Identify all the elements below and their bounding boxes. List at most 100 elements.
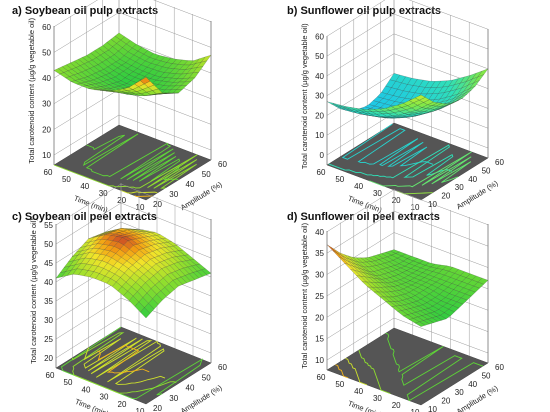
z-tick-label: 30 xyxy=(315,92,324,101)
gridline-z-left xyxy=(326,232,395,275)
gridline-z-left xyxy=(326,13,395,57)
amplitude-tick-label: 60 xyxy=(218,160,227,169)
time-tick-label: 40 xyxy=(354,182,363,191)
floor-contours xyxy=(53,133,198,197)
gridline-z-right xyxy=(393,189,489,225)
time-tick-label: 50 xyxy=(335,175,344,184)
amplitude-tick-label: 50 xyxy=(202,170,211,179)
time-axis-ticks: 60 50 40 30 20 10 xyxy=(317,373,420,412)
gridline-z-right xyxy=(120,202,212,240)
amplitude-tick-label: 40 xyxy=(186,180,195,189)
time-tick-label: 60 xyxy=(317,168,326,177)
surface-patch xyxy=(326,244,338,254)
z-tick-label: 55 xyxy=(44,221,53,230)
amplitude-tick-label: 20 xyxy=(441,397,450,406)
amplitude-tick-label: 50 xyxy=(482,166,491,175)
amplitude-tick-label: 10 xyxy=(428,405,437,412)
floor-contours xyxy=(60,326,203,400)
contour-line xyxy=(120,189,158,194)
z-tick-label: 20 xyxy=(44,354,53,363)
gridline-z-left xyxy=(326,53,395,96)
gridline-z-right xyxy=(120,316,212,354)
time-tick-label: 60 xyxy=(317,373,326,382)
time-tick-label: 50 xyxy=(62,175,71,184)
response-surface xyxy=(55,228,212,319)
z-tick-label: 50 xyxy=(44,240,53,249)
contour-line xyxy=(53,154,198,189)
amplitude-tick-label: 40 xyxy=(468,175,477,184)
gridline-z-right xyxy=(118,114,212,151)
z-tick-label: 40 xyxy=(315,72,324,81)
z-axis-ticks: 0 10 20 30 40 50 60 xyxy=(315,32,324,160)
z-tick-label: 30 xyxy=(315,271,324,280)
panel-title: a) Soybean oil pulp extracts xyxy=(12,5,158,17)
time-tick-label: 40 xyxy=(82,385,91,394)
time-tick-label: 10 xyxy=(411,408,420,412)
amplitude-tick-label: 30 xyxy=(455,183,464,192)
z-axis-ticks: 20 25 30 35 40 45 50 55 xyxy=(44,221,53,363)
contour-line xyxy=(83,337,166,385)
panel-a-soybean-pulp: a) Soybean oil pulp extracts 10 20 30 40 50 6… xyxy=(12,0,227,215)
panel-title: b) Sunflower oil pulp extracts xyxy=(287,5,441,17)
z-axis-label: Total carotenoid content (µg/g vegetable… xyxy=(300,23,309,169)
z-tick-label: 60 xyxy=(42,23,51,32)
z-tick-label: 10 xyxy=(315,131,324,140)
panel-c-soybean-peel: c) Soybean oil peel extracts 20 25 30 35 40 4… xyxy=(12,183,227,412)
z-tick-label: 15 xyxy=(315,335,324,344)
amplitude-tick-label: 10 xyxy=(428,200,437,209)
contour-line xyxy=(369,151,472,188)
time-tick-label: 20 xyxy=(392,401,401,410)
z-tick-label: 20 xyxy=(42,125,51,134)
time-tick-label: 30 xyxy=(373,394,382,403)
amplitude-axis-ticks: 10 20 30 40 50 60 xyxy=(428,158,504,209)
z-tick-label: 20 xyxy=(315,111,324,120)
gridline-z-left xyxy=(326,296,395,339)
z-tick-label: 50 xyxy=(42,48,51,57)
z-axis-label: Total carotenoid content (µg/g vegetable… xyxy=(300,222,309,368)
time-tick-label: 40 xyxy=(354,387,363,396)
time-tick-label: 40 xyxy=(80,182,89,191)
gridline-z-right xyxy=(153,0,212,22)
gridline-z-right xyxy=(393,210,489,247)
z-tick-label: 10 xyxy=(42,151,51,160)
amplitude-tick-label: 50 xyxy=(482,371,491,380)
gridline-z-left xyxy=(326,0,386,37)
time-axis-ticks: 60 50 40 30 20 10 xyxy=(44,168,145,212)
amplitude-tick-label: 30 xyxy=(169,394,178,403)
z-axis-ticks: 10 20 30 40 50 60 xyxy=(42,23,51,160)
time-tick-label: 10 xyxy=(411,203,420,212)
amplitude-axis-ticks: 20 30 40 50 60 xyxy=(153,160,227,209)
response-surface xyxy=(53,32,212,96)
gridline-z-right xyxy=(118,12,212,48)
z-tick-label: 0 xyxy=(320,151,325,160)
response-surface xyxy=(326,244,489,327)
z-tick-label: 20 xyxy=(315,313,324,322)
contour-line xyxy=(328,144,454,179)
time-tick-label: 50 xyxy=(64,378,73,387)
surface-patch xyxy=(140,307,151,319)
z-axis-ticks: 10 15 20 25 30 35 40 xyxy=(315,228,324,365)
contour-line xyxy=(97,344,150,374)
time-tick-label: 20 xyxy=(117,196,126,205)
response-surface xyxy=(326,68,489,119)
amplitude-tick-label: 30 xyxy=(169,190,178,199)
amplitude-tick-label: 20 xyxy=(153,200,162,209)
amplitude-tick-label: 60 xyxy=(495,158,504,167)
gridline-z-left xyxy=(326,112,395,156)
z-axis-label: Total carotenoid content (µg/g vegetable… xyxy=(27,17,36,163)
z-tick-label: 35 xyxy=(44,297,53,306)
z-tick-label: 25 xyxy=(44,335,53,344)
time-tick-label: 30 xyxy=(373,189,382,198)
panel-title: c) Soybean oil peel extracts xyxy=(12,211,157,223)
time-tick-label: 60 xyxy=(46,371,55,380)
surface-patch xyxy=(414,94,426,101)
gridline-z-right xyxy=(120,183,212,221)
contour-line xyxy=(71,332,177,394)
panel-b-sunflower-pulp: b) Sunflower oil pulp extracts 0 10 20 30 40… xyxy=(287,0,504,215)
time-tick-label: 50 xyxy=(335,380,344,389)
gridline-z-left xyxy=(326,33,395,77)
gridline-z-right xyxy=(408,0,489,30)
time-axis-ticks: 60 50 40 30 20 10 xyxy=(317,168,420,212)
gridline-z-right xyxy=(393,232,489,268)
contour-line xyxy=(134,195,153,197)
